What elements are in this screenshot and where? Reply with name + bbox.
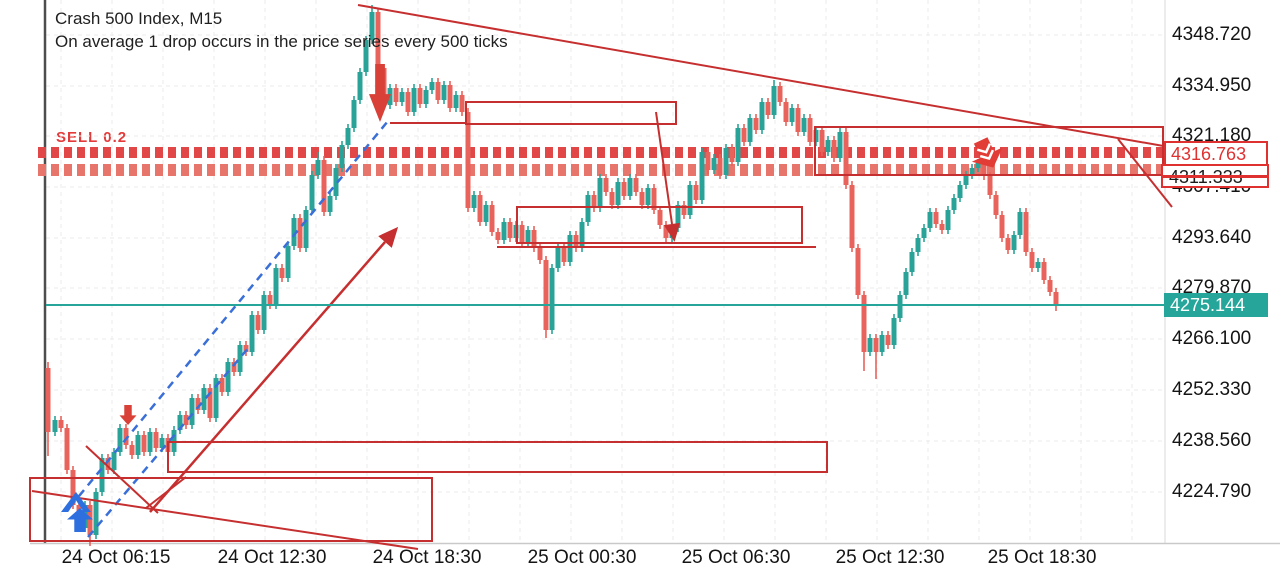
chart-description: On average 1 drop occurs in the price se… xyxy=(55,32,508,51)
chart-header: Crash 500 Index, M15 On average 1 drop o… xyxy=(55,7,508,53)
price-tick-label: 4252.330 xyxy=(1172,379,1252,400)
current-price-value: 4275.144 xyxy=(1170,295,1246,315)
current-price-tag: 4275.144 xyxy=(1164,293,1268,317)
price-tick-label: 4266.100 xyxy=(1172,328,1252,349)
strikethrough-line xyxy=(1161,175,1269,178)
price-tick-label: 4334.950 xyxy=(1172,75,1252,96)
time-tick-label: 25 Oct 00:30 xyxy=(527,547,637,568)
time-tick-label: 24 Oct 18:30 xyxy=(372,547,482,568)
time-tick-label: 25 Oct 18:30 xyxy=(987,547,1097,568)
price-tick-label: 4238.560 xyxy=(1172,430,1252,451)
time-tick-label: 24 Oct 06:15 xyxy=(61,547,171,568)
price-tick-label: 4348.720 xyxy=(1172,24,1252,45)
time-tick-label: 25 Oct 12:30 xyxy=(835,547,945,568)
price-tick-label: 4224.790 xyxy=(1172,481,1252,502)
time-tick-label: 24 Oct 12:30 xyxy=(217,547,327,568)
chart-symbol-title: Crash 500 Index, M15 xyxy=(55,9,223,28)
sell-price-tag: 4316.763 xyxy=(1164,141,1268,166)
price-tick-label: 4321.180 xyxy=(1172,125,1252,146)
sell-order-label: SELL 0.2 xyxy=(56,129,128,146)
price-tick-label: 4279.870 xyxy=(1172,277,1252,298)
sell-price-value: 4316.763 xyxy=(1171,144,1247,164)
cancelled-price-tag: 4311.333 xyxy=(1161,164,1269,188)
price-tick-label: 4293.640 xyxy=(1172,227,1252,248)
time-tick-label: 25 Oct 06:30 xyxy=(681,547,791,568)
